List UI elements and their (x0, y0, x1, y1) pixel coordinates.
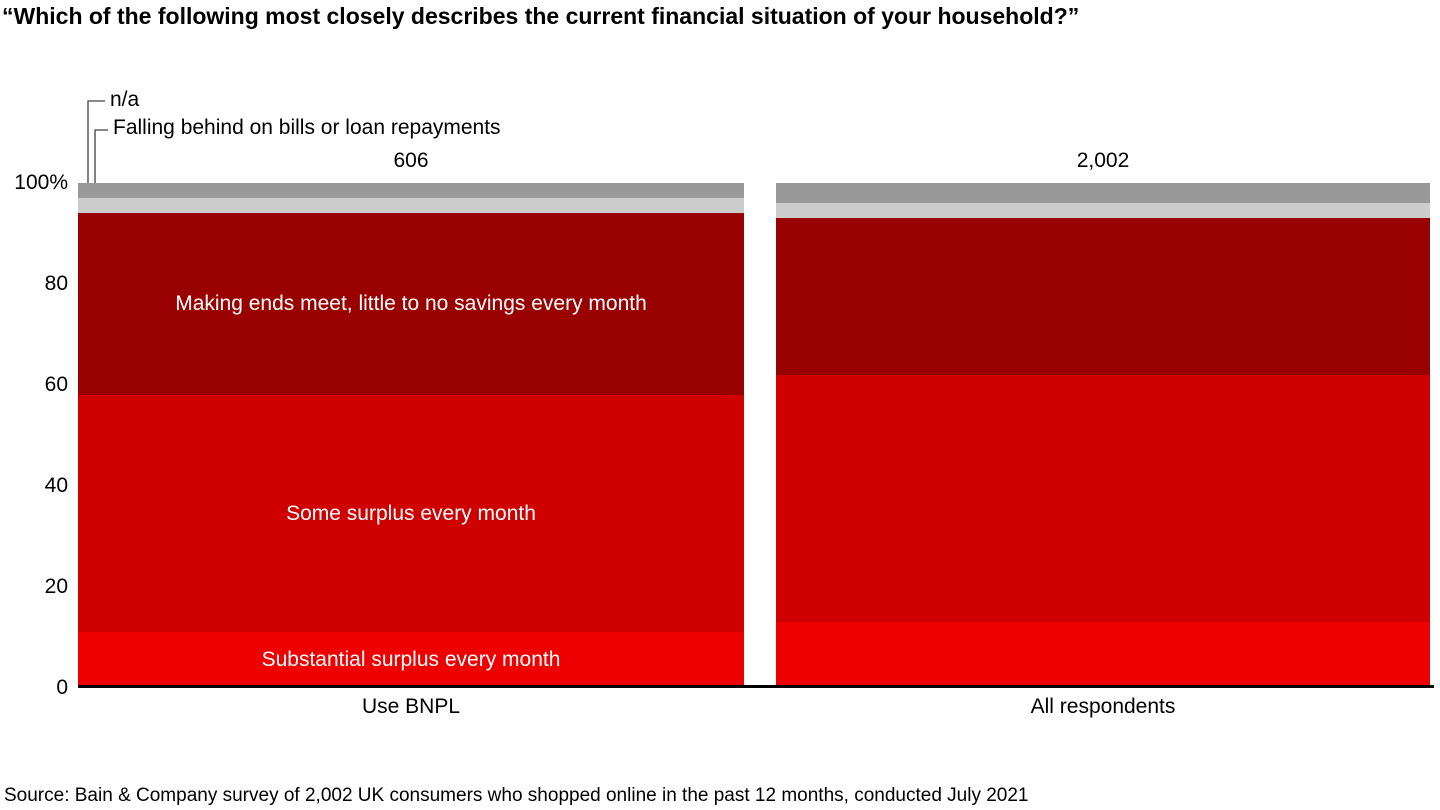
x-axis-line (78, 685, 1434, 688)
bar-segment (776, 374, 1430, 623)
segment-label: Making ends meet, little to no savings e… (175, 292, 647, 316)
segment-label: Some surplus every month (286, 501, 536, 525)
y-axis-tick: 20 (44, 575, 68, 598)
annotation-leader-lines (87, 100, 108, 207)
bar1-category-label: Use BNPL (361, 695, 461, 718)
bar-segment (776, 183, 1430, 204)
bar-segment (776, 622, 1430, 688)
bar-segment: Substantial surplus every month (78, 632, 744, 688)
bar-segment: Some surplus every month (78, 395, 744, 633)
bar-segment (776, 218, 1430, 375)
y-axis-tick: 100% (14, 171, 68, 194)
bar1-sample-size: 606 (393, 149, 429, 172)
plot-area: Making ends meet, little to no savings e… (78, 183, 1434, 688)
bar2-category-label: All respondents (1030, 695, 1176, 718)
chart-title: “Which of the following most closely des… (2, 3, 1080, 29)
y-axis: 100% 80 60 40 20 0 (0, 171, 68, 699)
bar-segment: Making ends meet, little to no savings e… (78, 213, 744, 396)
bar2-sample-size: 2,002 (1076, 149, 1130, 172)
bar-segment (776, 203, 1430, 219)
y-axis-tick: 40 (44, 474, 68, 497)
y-axis-tick: 80 (44, 272, 68, 295)
bar-segment (78, 183, 744, 199)
source-note: Source: Bain & Company survey of 2,002 U… (4, 785, 1029, 806)
annotation-na-label: n/a (110, 88, 140, 111)
bar-all-respondents (776, 183, 1430, 688)
bar-use-bnpl: Making ends meet, little to no savings e… (78, 183, 744, 688)
annotation-falling-behind-label: Falling behind on bills or loan repaymen… (113, 116, 501, 139)
bar-segment (78, 198, 744, 214)
segment-label: Substantial surplus every month (261, 648, 561, 672)
y-axis-tick: 60 (44, 373, 68, 396)
y-axis-tick: 0 (56, 676, 68, 699)
